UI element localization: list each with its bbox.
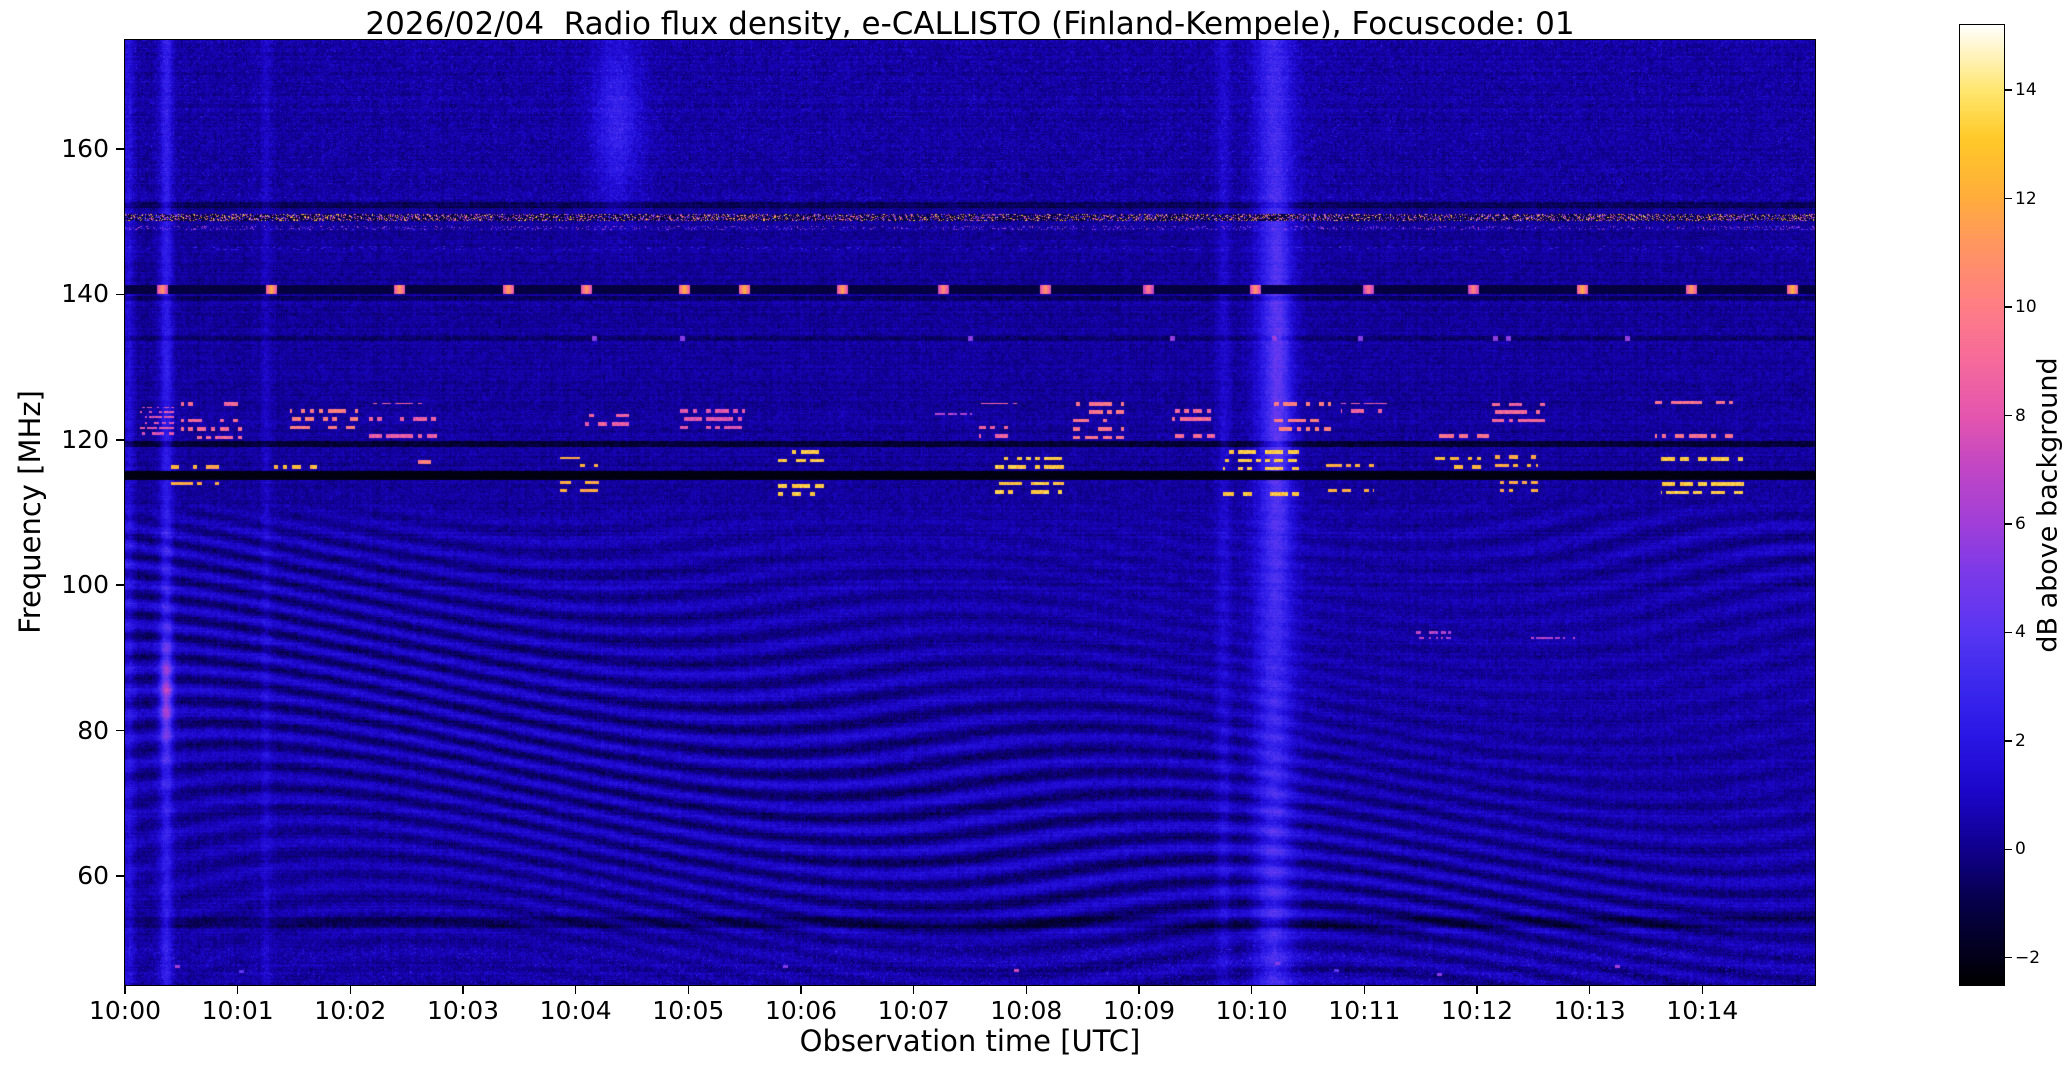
spectrogram-canvas [125, 40, 1815, 985]
colorbar-tick-label: 12 [2015, 188, 2037, 209]
chart-title: 2026/02/04 Radio flux density, e-CALLIST… [365, 6, 1575, 42]
x-tick-label: 10:09 [1102, 996, 1176, 1025]
x-tick-mark [912, 986, 915, 994]
y-tick-label: 160 [61, 134, 109, 164]
colorbar-tick-mark [2005, 197, 2012, 200]
colorbar-tick-mark [2005, 631, 2012, 634]
colorbar-label: dB above background [2032, 357, 2064, 653]
x-tick-mark [236, 986, 239, 994]
y-tick-mark [116, 729, 124, 732]
y-tick-mark [116, 439, 124, 441]
y-tick-label: 100 [61, 570, 109, 600]
x-tick-label: 10:11 [1328, 996, 1401, 1025]
x-tick-label: 10:02 [314, 996, 387, 1025]
y-tick-label: 140 [61, 279, 109, 309]
x-tick-mark [1588, 986, 1591, 994]
x-tick-label: 10:14 [1666, 996, 1739, 1025]
colorbar-tick-mark [2005, 523, 2012, 525]
x-tick-label: 10:01 [201, 996, 274, 1025]
y-tick-mark [116, 148, 124, 150]
colorbar-tick-label: 4 [2015, 622, 2026, 643]
x-tick-label: 10:05 [652, 996, 725, 1025]
colorbar-tick-mark [2005, 306, 2012, 308]
x-tick-mark [1701, 986, 1704, 994]
colorbar-tick-label: −2 [2015, 947, 2041, 968]
x-tick-mark [574, 986, 577, 994]
x-tick-label: 10:13 [1553, 996, 1626, 1025]
y-tick-label: 60 [77, 860, 109, 890]
y-tick-mark [116, 875, 124, 877]
colorbar-tick-mark [2005, 414, 2012, 417]
colorbar-tick-label: 14 [2015, 80, 2037, 101]
x-tick-mark [687, 986, 690, 994]
x-tick-mark [1476, 986, 1478, 994]
x-tick-mark [124, 986, 126, 994]
x-tick-mark [1138, 986, 1140, 994]
x-tick-label: 10:00 [88, 996, 162, 1025]
plot-area [124, 39, 1816, 986]
x-tick-mark [1025, 986, 1028, 994]
x-tick-label: 10:04 [539, 996, 612, 1025]
y-tick-mark [116, 584, 124, 586]
x-tick-label: 10:06 [764, 996, 838, 1025]
y-tick-mark [116, 293, 124, 296]
colorbar-tick-label: 8 [2015, 405, 2026, 426]
colorbar-canvas [1960, 25, 2004, 985]
x-tick-label: 10:03 [426, 996, 500, 1025]
colorbar-tick-label: 10 [2015, 297, 2037, 318]
x-tick-label: 10:07 [877, 996, 950, 1025]
colorbar-tick-mark [2005, 89, 2012, 91]
colorbar-tick-label: 2 [2015, 730, 2026, 751]
colorbar [1959, 24, 2005, 986]
y-tick-label: 120 [61, 424, 109, 454]
y-tick-label: 80 [77, 715, 109, 745]
x-tick-mark [462, 986, 464, 994]
x-tick-label: 10:08 [990, 996, 1063, 1025]
colorbar-tick-mark [2005, 848, 2012, 850]
colorbar-tick-label: 6 [2015, 513, 2026, 534]
x-tick-mark [800, 986, 802, 994]
colorbar-tick-mark [2005, 957, 2012, 959]
x-tick-mark [349, 986, 352, 994]
x-tick-mark [1250, 986, 1253, 994]
x-axis-label: Observation time [UTC] [799, 1024, 1141, 1058]
x-tick-label: 10:12 [1440, 996, 1514, 1025]
x-tick-mark [1363, 986, 1366, 994]
colorbar-tick-label: 0 [2015, 839, 2026, 860]
x-tick-label: 10:10 [1215, 996, 1288, 1025]
colorbar-tick-mark [2005, 740, 2012, 742]
